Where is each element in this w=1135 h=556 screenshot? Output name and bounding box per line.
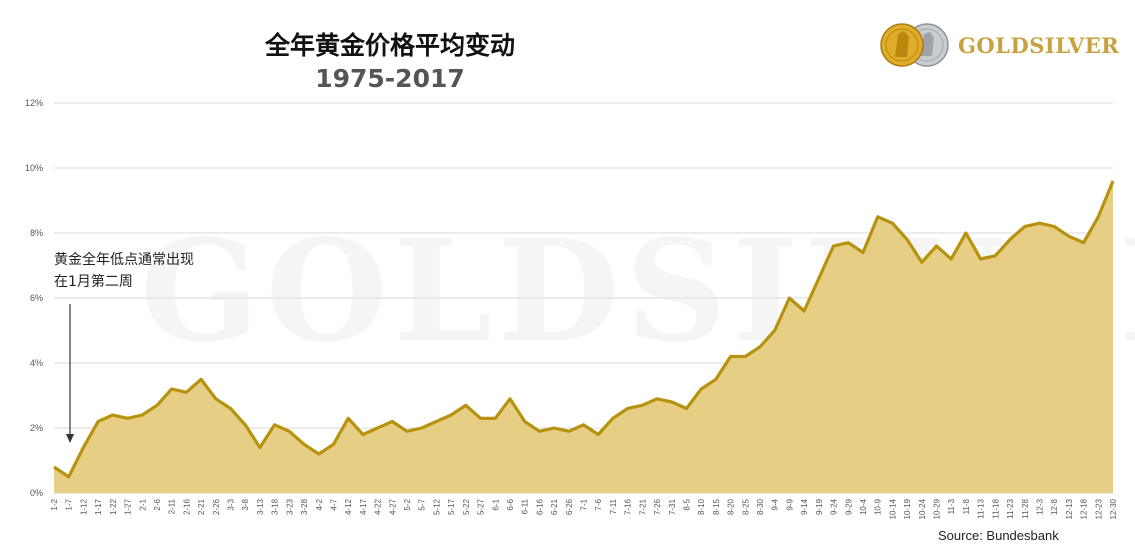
x-tick-label: 10-24 [918, 498, 927, 519]
x-tick-label: 11-23 [1006, 498, 1015, 518]
x-tick-label: 6-1 [491, 498, 500, 510]
x-tick-label: 11-3 [947, 498, 956, 514]
y-tick-label: 0% [30, 488, 43, 498]
x-tick-label: 8-25 [741, 498, 750, 515]
y-tick-label: 6% [30, 293, 43, 303]
x-tick-label: 6-6 [506, 498, 515, 510]
series-line [53, 180, 1115, 479]
x-tick-label: 6-26 [565, 498, 574, 515]
x-tick-label: 10-19 [903, 498, 912, 519]
x-tick-label: 9-24 [830, 498, 839, 515]
x-tick-label: 8-5 [683, 498, 692, 510]
x-tick-label: 7-21 [638, 498, 647, 515]
x-tick-label: 2-6 [153, 498, 162, 510]
x-tick-label: 7-26 [653, 498, 662, 515]
x-tick-label: 3-18 [271, 498, 280, 515]
annotation-arrow [66, 304, 74, 443]
logo-wordmark: GOLDSILVER [958, 33, 1120, 58]
x-tick-label: 7-16 [624, 498, 633, 515]
x-tick-label: 3-28 [300, 498, 309, 515]
x-tick-label: 5-27 [477, 498, 486, 515]
x-tick-label: 6-21 [550, 498, 559, 515]
x-tick-label: 11-18 [991, 498, 1000, 518]
x-tick-label: 12-3 [1036, 498, 1045, 515]
y-axis-labels: 0% 2% 4% 6% 8% 10% 12% [25, 98, 43, 498]
x-tick-label: 7-1 [580, 498, 589, 510]
x-tick-label: 1-17 [94, 498, 103, 515]
x-tick-label: 9-9 [785, 498, 794, 510]
low-point-annotation: 黄金全年低点通常出现 在1月第二周 [54, 249, 194, 293]
chart-subtitle: 1975-2017 [315, 64, 465, 93]
x-tick-label: 6-11 [521, 498, 530, 514]
x-tick-label: 4-2 [315, 498, 324, 510]
x-tick-label: 5-2 [403, 498, 412, 510]
x-tick-label: 5-17 [447, 498, 456, 515]
gold-silver-coins-icon [880, 23, 949, 67]
x-tick-label: 9-19 [815, 498, 824, 515]
x-tick-label: 10-29 [933, 498, 942, 519]
chart-title: 全年黄金价格平均变动 [264, 31, 515, 60]
x-tick-label: 5-12 [432, 498, 441, 515]
series-area [54, 181, 1113, 493]
x-tick-label: 2-21 [197, 498, 206, 515]
x-tick-label: 9-4 [771, 498, 780, 510]
x-tick-label: 12-8 [1050, 498, 1059, 515]
x-tick-label: 3-23 [285, 498, 294, 515]
x-tick-label: 7-11 [609, 498, 618, 514]
x-tick-label: 10-9 [874, 498, 883, 515]
x-tick-label: 1-27 [124, 498, 133, 515]
x-tick-label: 4-27 [388, 498, 397, 515]
x-tick-label: 2-26 [212, 498, 221, 515]
x-tick-label: 5-7 [418, 498, 427, 510]
x-tick-label: 5-22 [462, 498, 471, 515]
x-tick-label: 7-31 [668, 498, 677, 515]
x-tick-label: 1-12 [79, 498, 88, 515]
x-tick-label: 12-30 [1109, 498, 1118, 519]
x-tick-label: 8-15 [712, 498, 721, 515]
x-tick-label: 10-4 [859, 498, 868, 515]
y-tick-label: 12% [25, 98, 43, 108]
x-tick-label: 4-22 [374, 498, 383, 515]
y-tick-label: 8% [30, 228, 43, 238]
x-tick-label: 12-23 [1094, 498, 1103, 519]
x-tick-label: 12-18 [1080, 498, 1089, 519]
x-tick-label: 1-2 [50, 498, 59, 510]
x-tick-label: 11-28 [1021, 498, 1030, 518]
y-tick-label: 4% [30, 358, 43, 368]
x-tick-label: 12-13 [1065, 498, 1074, 519]
x-tick-label: 2-16 [182, 498, 191, 515]
x-axis-labels: 1-2 1-7 1-12 1-17 1-22 1-27 2-1 2-6 2-11 2-16 2-21… [50, 498, 1118, 519]
x-tick-label: 11-13 [977, 498, 986, 518]
x-tick-label: 1-7 [65, 498, 74, 510]
source-note: Source: Bundesbank [938, 528, 1059, 543]
x-tick-label: 8-30 [756, 498, 765, 515]
x-tick-label: 9-29 [844, 498, 853, 515]
x-tick-label: 4-12 [344, 498, 353, 515]
x-tick-label: 6-16 [535, 498, 544, 515]
x-tick-label: 2-11 [168, 498, 177, 514]
x-tick-label: 7-6 [594, 498, 603, 510]
x-tick-label: 9-14 [800, 498, 809, 515]
x-tick-label: 8-20 [727, 498, 736, 515]
x-tick-label: 8-10 [697, 498, 706, 515]
x-tick-label: 10-14 [888, 498, 897, 519]
annotation-line-2: 在1月第二周 [54, 274, 133, 290]
x-tick-label: 2-1 [138, 498, 147, 510]
y-tick-label: 10% [25, 163, 43, 173]
x-tick-label: 4-17 [359, 498, 368, 515]
x-tick-label: 11-8 [962, 498, 971, 514]
y-tick-label: 2% [30, 423, 43, 433]
annotation-line-1: 黄金全年低点通常出现 [54, 252, 194, 268]
x-tick-label: 3-3 [227, 498, 236, 510]
x-tick-label: 3-13 [256, 498, 265, 515]
brand-logo: GOLDSILVER [880, 20, 1120, 70]
x-tick-label: 3-8 [241, 498, 250, 510]
x-tick-label: 4-7 [330, 498, 339, 510]
x-tick-label: 1-22 [109, 498, 118, 515]
